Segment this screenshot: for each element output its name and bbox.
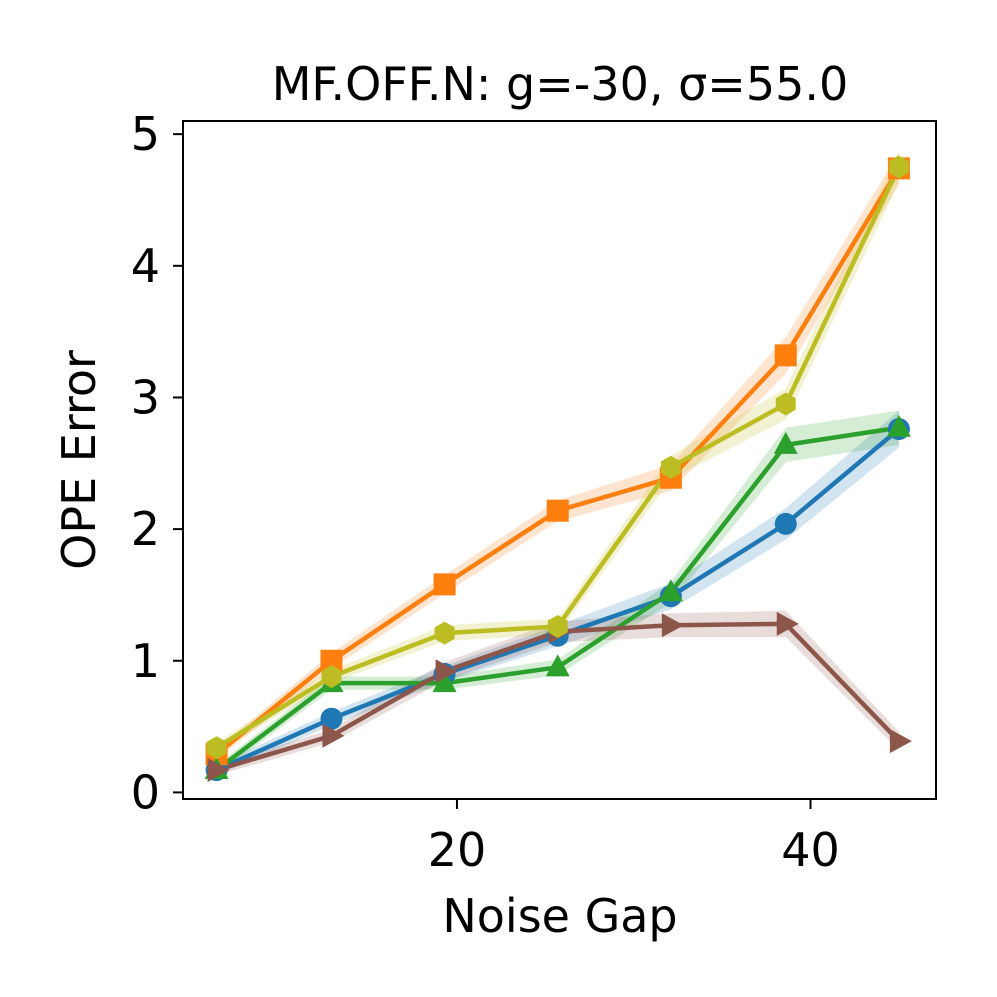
- marker-olive-0: [206, 736, 227, 760]
- marker-brown-5: [776, 611, 799, 636]
- x-axis-label: Noise Gap: [442, 889, 677, 943]
- y-tick-label-5: 5: [131, 107, 160, 161]
- x-tick-label-1: 40: [781, 823, 840, 877]
- y-axis-label: OPE Error: [52, 350, 106, 570]
- marker-olive-1: [321, 665, 342, 689]
- marker-brown-4: [661, 613, 684, 638]
- marker-olive-4: [660, 455, 681, 479]
- marker-olive-2: [434, 621, 455, 645]
- series-markers: [204, 155, 912, 783]
- marker-green-2: [432, 670, 457, 693]
- band-blue: [216, 410, 899, 776]
- marker-orange-5: [774, 344, 797, 367]
- plot-area-frame: [182, 120, 937, 800]
- x-axis-ticks: 20 40: [428, 799, 840, 877]
- marker-olive-5: [775, 392, 796, 416]
- marker-orange-2: [433, 573, 456, 596]
- marker-green-5: [773, 431, 798, 454]
- y-tick-label-4: 4: [131, 239, 160, 293]
- chart-title: MF.OFF.N: g=-30, σ=55.0: [272, 57, 849, 111]
- y-tick-label-0: 0: [131, 765, 160, 819]
- confidence-bands: [216, 151, 899, 776]
- marker-green-3: [545, 654, 570, 677]
- marker-blue-5: [774, 512, 797, 535]
- y-tick-label-3: 3: [131, 370, 160, 424]
- marker-brown-6: [889, 729, 912, 754]
- y-axis-ticks: 0 1 2 3 4 5: [131, 107, 183, 819]
- x-tick-label-0: 20: [428, 823, 487, 877]
- marker-brown-1: [322, 723, 345, 748]
- marker-blue-1: [320, 707, 343, 730]
- marker-brown-0: [207, 758, 230, 783]
- marker-olive-3: [547, 615, 568, 638]
- marker-orange-3: [546, 499, 569, 522]
- marker-green-4: [658, 579, 683, 602]
- y-tick-label-1: 1: [131, 634, 160, 688]
- y-tick-label-2: 2: [131, 502, 160, 556]
- marker-green-6: [886, 414, 911, 437]
- marker-olive-6: [888, 155, 909, 179]
- marker-brown-2: [435, 659, 458, 684]
- marker-orange-1: [320, 649, 343, 672]
